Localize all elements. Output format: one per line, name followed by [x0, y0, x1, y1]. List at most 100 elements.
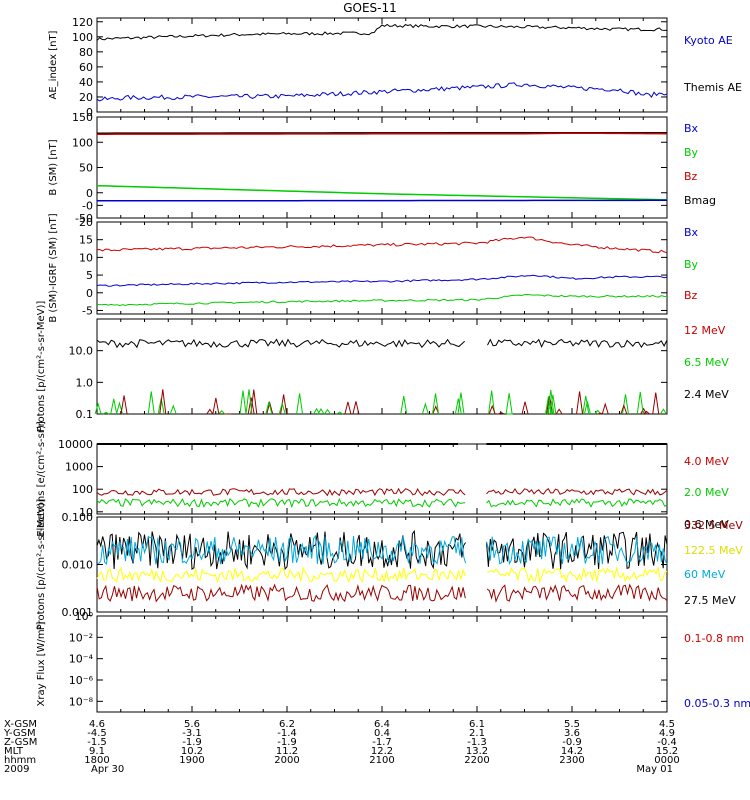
proton-6-5-mev-spike: [659, 408, 667, 415]
y-axis-label: Xray Flux [W/m²]: [36, 621, 47, 706]
proton-12-mev-spike: [498, 412, 505, 415]
ephemeris-value: 15.2: [656, 746, 678, 757]
y-axis-label: B (SM) [nT]: [48, 139, 59, 195]
proton-6-5-mev-spike: [265, 401, 273, 415]
y-tick-label: 0: [86, 106, 93, 119]
proton-12-mev-spike: [601, 402, 609, 415]
panel-4: 0.1 1.0 10.0 Protons [p/(cm²-s-sr-MeV)] 12 M…: [36, 301, 729, 433]
proton-27-5-mev-line: [96, 529, 668, 571]
y-tick-label: 0.100: [62, 511, 94, 524]
ephemeris-value: 2300: [559, 755, 584, 766]
y-tick-label: 0.010: [62, 559, 94, 572]
ephemeris-value: 13.2: [466, 746, 488, 757]
proton-6-5-mev-spike: [421, 402, 429, 415]
ephemeris-value: -1.9: [277, 737, 297, 748]
ephemeris-value: 9.1: [89, 746, 105, 757]
y-tick-label: 5: [86, 269, 93, 282]
ephemeris-value: 3.6: [564, 728, 580, 739]
ephemeris-value: -1.7: [372, 737, 392, 748]
panel-frame: [96, 318, 668, 415]
y-tick-label: 10⁻⁴: [69, 653, 94, 666]
proton-6-5-mev-spike: [594, 409, 602, 415]
proton-6-5-mev-spike: [278, 401, 286, 415]
y-tick-label: 0: [86, 187, 93, 200]
ephemeris-value: -3.1: [182, 728, 202, 739]
proton-6-5-mev-spike: [147, 391, 155, 415]
ephemeris-row-label: Z-GSM: [4, 737, 37, 748]
y-axis-label: B (SM)-IGRF (SM) [nT]: [48, 213, 59, 322]
y-axis-label: Electrons [e/(cm²-s-sr)]: [36, 421, 47, 537]
legend-label: 6.5 MeV: [684, 356, 729, 369]
y-tick-label: 10⁻⁸: [69, 695, 94, 708]
electron-4-0-mev-line: [96, 487, 668, 497]
y-axis-label: AE_index [nT]: [48, 30, 59, 99]
proton-6-5-mev-spike: [110, 398, 118, 415]
ephemeris-value: 2.1: [469, 728, 485, 739]
ephemeris-value: 0.4: [374, 728, 390, 739]
proton-2-4-mev-line: [96, 338, 668, 349]
proton-12-mev-spike: [206, 408, 214, 415]
proton-12-mev-spike: [643, 410, 650, 415]
y-tick-label: 0.1: [76, 408, 94, 421]
ephemeris-row-label: X-GSM: [4, 719, 37, 730]
ephemeris-value: 14.2: [561, 746, 583, 757]
proton-6-5-mev-spike: [102, 411, 110, 415]
y-tick-label: 10⁰: [75, 610, 94, 623]
proton-12-mev-spike: [266, 400, 274, 415]
y-tick-label: 0: [86, 287, 93, 300]
ephemeris-row-label: hhmm: [4, 755, 36, 766]
panel-1: 0 20 40 60 80 100 120 AE_index [nT] Kyoto AE Them…: [48, 16, 742, 119]
ephemeris-value: Apr 30: [91, 764, 124, 775]
proton-6-5-mev-spike: [488, 390, 496, 415]
legend-label: Bz: [684, 170, 698, 183]
proton-12-mev-spike: [640, 407, 648, 415]
ephemeris-value: -0.9: [562, 737, 582, 748]
proton-12-mev-spike: [247, 397, 255, 415]
proton-12-mev-spike: [344, 401, 352, 415]
ephemeris-row-label: MLT: [4, 746, 24, 757]
y-tick-label: 1000: [65, 461, 93, 474]
proton-6-5-mev-spike: [505, 393, 513, 415]
by-line: [96, 293, 668, 307]
proton-6-5-mev-spike: [547, 389, 555, 415]
ephemeris-value: 2000: [274, 755, 299, 766]
ephemeris-value: -1.5: [87, 737, 107, 748]
proton-12-mev-spike: [597, 412, 604, 415]
proton-12-mev-spike: [120, 395, 128, 415]
proton-12-mev-spike: [521, 401, 529, 415]
y-tick-label: -5: [82, 304, 93, 317]
panel-2: -50-00 50 100 150 B (SM) [nT] Bx By Bz Bmag: [48, 111, 716, 225]
ephemeris-value: -1.9: [182, 737, 202, 748]
panel-7: 10⁻⁸ 10⁻⁶ 10⁻⁴ 10⁻² 10⁰ Xray Flux [W/m²] 0.1-0…: [36, 610, 750, 713]
y-tick-label: 10⁻⁶: [69, 674, 94, 687]
proton-12-mev-spike: [280, 394, 288, 415]
legend-label: 27.5 MeV: [684, 594, 736, 607]
proton-6-5-mev-spike: [432, 393, 440, 415]
legend-label: 4.0 MeV: [684, 455, 729, 468]
legend-label: Bz: [684, 289, 698, 302]
proton-6-5-mev-spike: [239, 390, 247, 415]
ephemeris-value: 1800: [84, 755, 109, 766]
proton-6-5-mev-spike: [336, 411, 343, 415]
y-tick-label: 10⁻²: [69, 631, 93, 644]
kyoto-ae-line: [96, 23, 668, 41]
bx-line: [97, 199, 667, 202]
proton-12-mev-spike: [555, 408, 563, 415]
ephemeris-value: 4.5: [659, 719, 675, 730]
legend-label: 2.0 MeV: [684, 486, 729, 499]
proton-12-mev-spike: [576, 391, 584, 415]
chart-title: GOES-11: [343, 1, 397, 15]
proton-6-5-mev-spike: [296, 393, 304, 415]
ephemeris-value: 2100: [369, 755, 394, 766]
legend-label: By: [684, 146, 699, 159]
y-tick-label: 100: [72, 483, 93, 496]
y-tick-label: 10000: [58, 438, 93, 451]
proton-60-mev-line: [96, 534, 668, 566]
proton-12-mev-spike: [159, 389, 167, 415]
ephemeris-row-label: Y-GSM: [3, 728, 36, 739]
ephemeris-value: May 01: [636, 764, 673, 775]
bz-line: [96, 236, 668, 254]
y-tick-label: 0.001: [62, 606, 94, 619]
